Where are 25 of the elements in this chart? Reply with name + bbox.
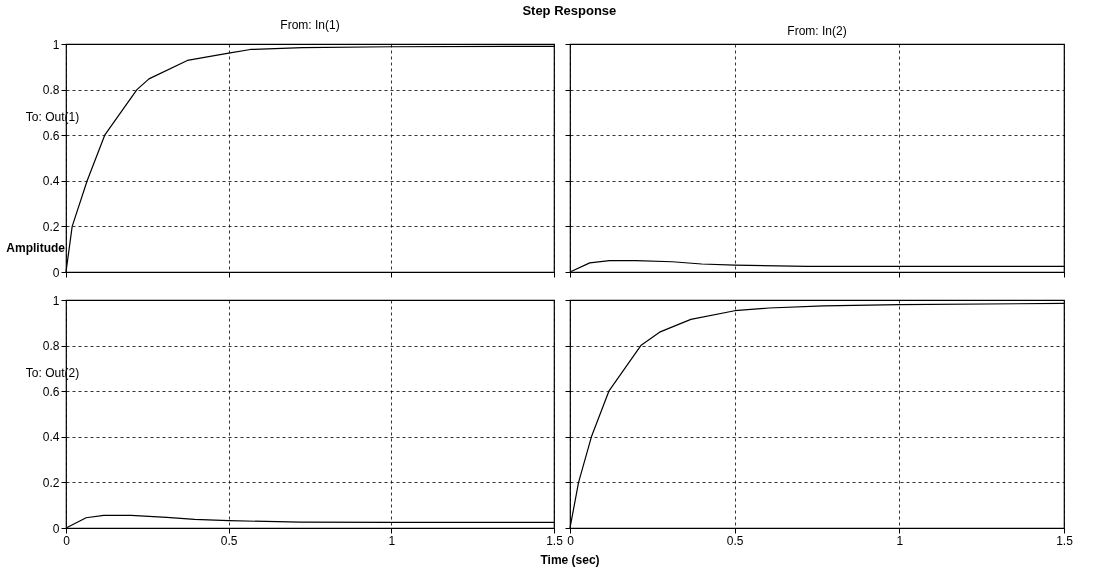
x-tick-label: 0.5 <box>220 533 238 548</box>
x-tick-label: 0 <box>63 533 71 548</box>
x-tick-label: 1 <box>896 533 904 548</box>
y-tick-label: 0.2 <box>42 475 60 490</box>
x-tick-label: 0.5 <box>726 533 744 548</box>
y-tick-label: 0.4 <box>42 430 60 445</box>
y-tick-label: 0.2 <box>42 219 60 234</box>
x-tick-label: 1.5 <box>546 533 564 548</box>
x-tick-label: 1.5 <box>1056 533 1074 548</box>
text: Amplitude <box>6 241 66 255</box>
x-axis-title: Time (sec) <box>540 553 600 567</box>
chart-title: From: In(2) <box>787 23 847 38</box>
y-tick-label: 0 <box>52 521 60 536</box>
x-tick-label: 1 <box>388 533 396 548</box>
y-tick-label: 0.6 <box>42 384 60 399</box>
y-tick-label: 1 <box>52 293 60 308</box>
text: Step Response <box>522 3 617 19</box>
y-tick-label: 0 <box>52 265 60 280</box>
x-tick-label: 0 <box>567 533 575 548</box>
y-tick-label: 0.8 <box>42 339 60 354</box>
chart-title: From: In(1) <box>280 18 340 32</box>
y-tick-label: 0.4 <box>42 174 60 189</box>
y-tick-label: 0.8 <box>42 83 60 98</box>
y-tick-label: 0.6 <box>42 128 60 143</box>
y-tick-label: 1 <box>52 37 60 52</box>
